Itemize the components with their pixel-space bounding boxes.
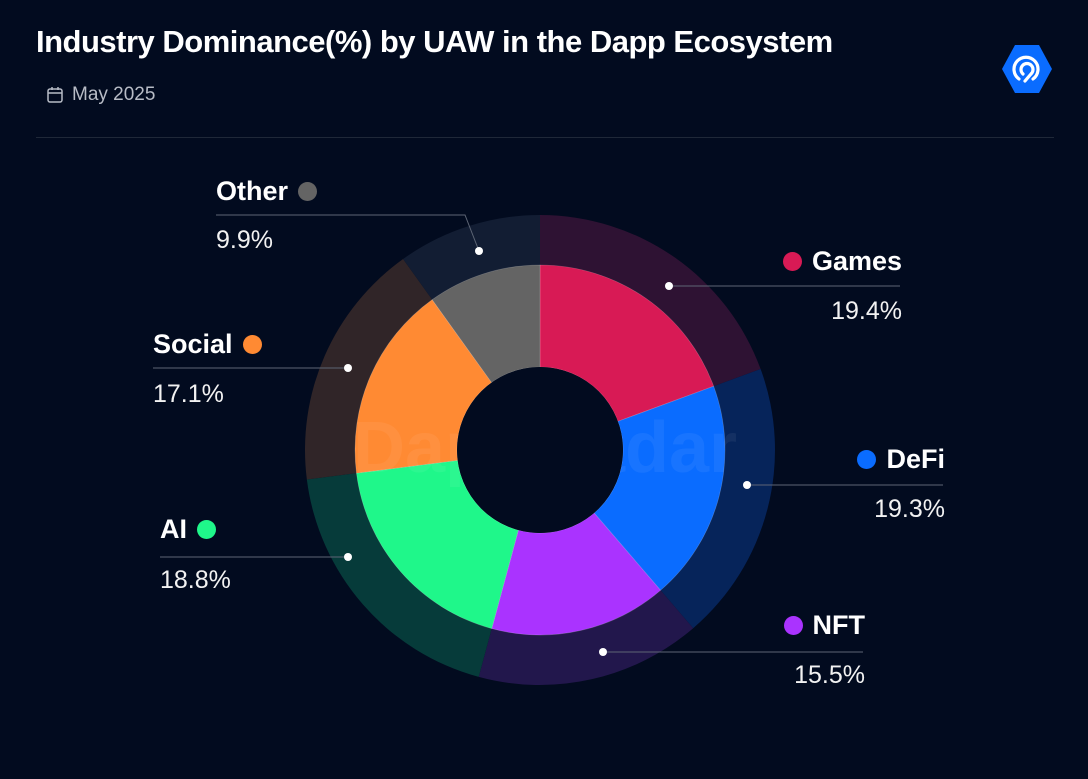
slice-value-nft: 15.5% [794,661,865,689]
segment-other[interactable] [431,264,541,383]
calendar-icon [47,87,63,103]
divider [36,137,1054,138]
leader-dot-other [475,247,483,255]
slice-name: NFT [812,610,865,640]
leader-dot-nft [599,648,607,656]
slice-value-other: 9.9% [216,226,273,254]
slice-name: AI [160,514,187,544]
legend-dot-other [298,182,318,201]
slice-value-ai: 18.8% [160,566,231,594]
donut-hole [457,367,623,533]
legend-dot-defi [857,450,877,469]
legend-dot-ai [197,520,216,539]
date-text: May 2025 [72,84,156,105]
leader-dot-defi [743,481,751,489]
outer-segment-defi [660,369,775,629]
outer-segment-other [403,215,540,300]
leader-dot-ai [344,553,352,561]
leader-dot-games [665,282,673,290]
slice-name: Other [216,176,289,206]
legend-label-nft: NFT [783,610,865,641]
legend-label-defi: DeFi [857,444,945,475]
legend-label-social: Social [153,329,262,360]
slice-name: Social [153,329,233,359]
slice-value-defi: 19.3% [874,495,945,523]
outer-segment-social [305,259,433,480]
legend-dot-nft [783,616,803,635]
legend-label-games: Games [782,246,902,277]
slice-name: Games [811,246,902,276]
date-label: May 2025 [46,84,155,106]
segment-social[interactable] [354,299,493,474]
slice-value-social: 17.1% [153,380,224,408]
leader-line-other [216,214,480,252]
chart-title: Industry Dominance(%) by UAW in the Dapp… [36,24,833,59]
dappradar-logo-icon [1002,45,1052,93]
slice-value-games: 19.4% [831,297,902,325]
legend-dot-games [782,252,802,271]
outer-segment-ai [306,473,492,677]
legend-dot-social [242,335,262,354]
legend-label-other: Other [216,176,318,207]
slice-name: DeFi [886,444,945,474]
outer-segment-games [540,215,761,387]
outer-segment-nft [478,590,694,685]
legend-label-ai: AI [160,514,216,545]
leader-dot-social [344,364,352,372]
